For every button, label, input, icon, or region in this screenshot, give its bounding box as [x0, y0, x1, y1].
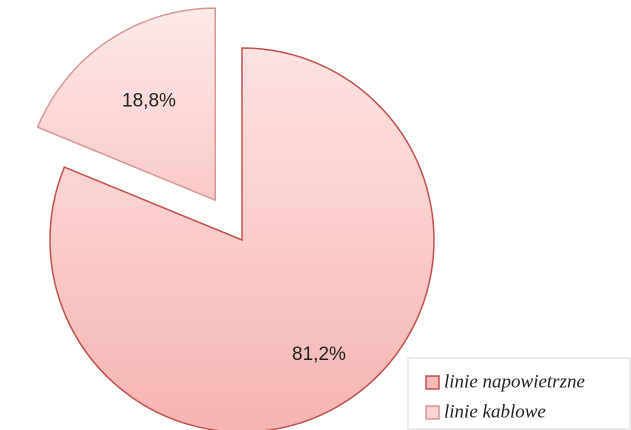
legend-frame [407, 357, 631, 430]
legend-swatch [425, 375, 440, 390]
pie-slice [49, 47, 435, 430]
legend-swatch [425, 405, 440, 420]
legend-label: linie kablowe [444, 401, 546, 422]
data-label: 81,2% [292, 344, 346, 365]
pie-slice [36, 7, 217, 202]
legend-label: linie napowietrzne [444, 371, 585, 392]
data-label: 18,8% [122, 90, 176, 111]
